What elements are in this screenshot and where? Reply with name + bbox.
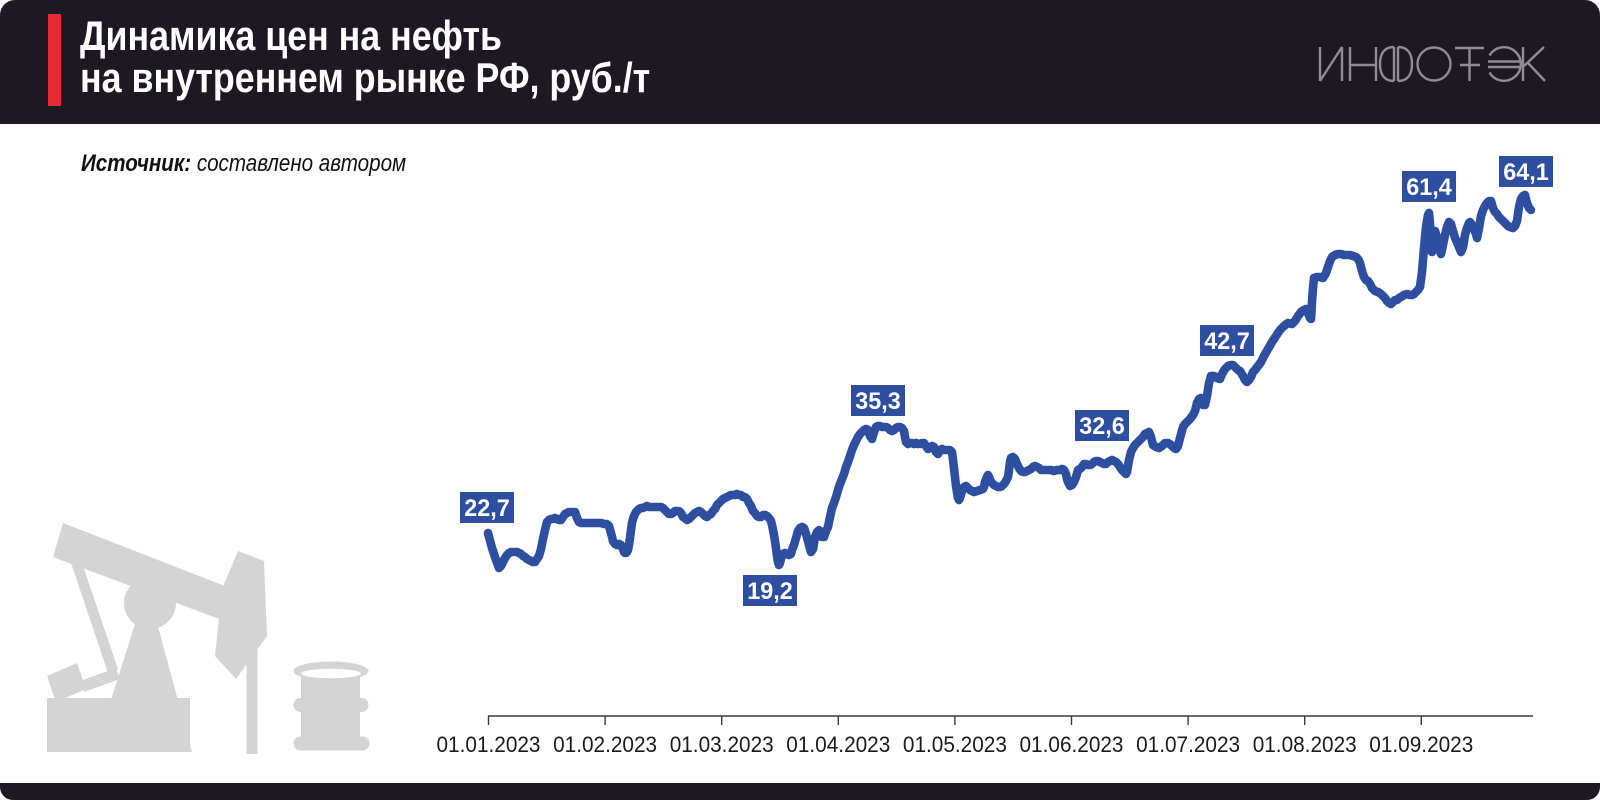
svg-text:01.06.2023: 01.06.2023: [1020, 732, 1124, 757]
svg-text:01.02.2023: 01.02.2023: [553, 732, 657, 757]
svg-text:01.04.2023: 01.04.2023: [786, 732, 890, 757]
svg-text:61,4: 61,4: [1406, 174, 1452, 201]
svg-text:42,7: 42,7: [1204, 328, 1250, 355]
svg-text:01.08.2023: 01.08.2023: [1253, 732, 1357, 757]
svg-text:01.05.2023: 01.05.2023: [903, 732, 1007, 757]
svg-text:32,6: 32,6: [1079, 413, 1125, 440]
svg-text:64,1: 64,1: [1503, 159, 1549, 186]
svg-text:35,3: 35,3: [855, 388, 901, 415]
svg-text:19,2: 19,2: [747, 578, 793, 605]
svg-text:01.07.2023: 01.07.2023: [1136, 732, 1240, 757]
svg-text:01.01.2023: 01.01.2023: [437, 732, 541, 757]
svg-text:01.03.2023: 01.03.2023: [670, 732, 774, 757]
svg-text:22,7: 22,7: [464, 495, 510, 522]
svg-text:01.09.2023: 01.09.2023: [1369, 732, 1473, 757]
